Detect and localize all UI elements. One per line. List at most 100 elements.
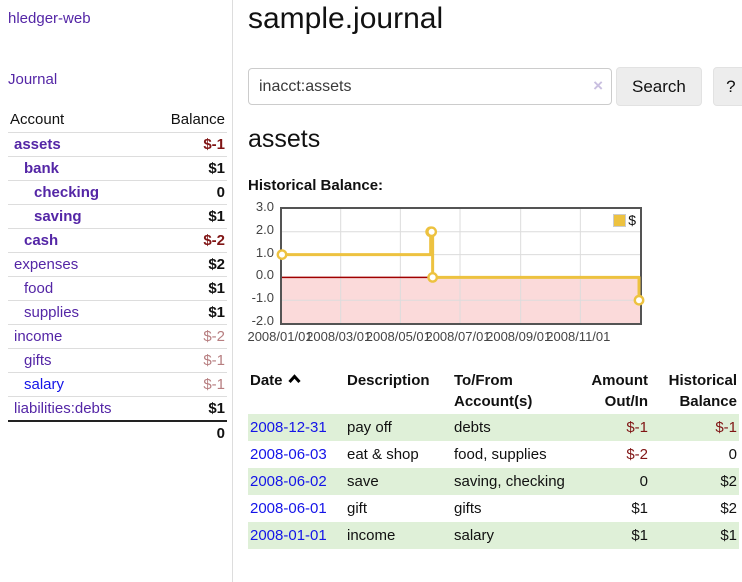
account-balance: $2 xyxy=(149,252,227,277)
transaction-date-link[interactable]: 2008-06-02 xyxy=(250,473,327,490)
transaction-balance: $-1 xyxy=(650,414,739,441)
register-table: Date Description To/From Account(s) Amou… xyxy=(248,368,739,549)
chart-y-axis: 3.0 2.0 1.0 0.0 -1.0 -2.0 xyxy=(251,199,274,328)
account-balance: $1 xyxy=(149,300,227,325)
transaction-date-link[interactable]: 2008-06-01 xyxy=(250,500,327,517)
account-row: salary $-1 xyxy=(8,372,227,397)
account-link-salary[interactable]: salary xyxy=(24,376,65,393)
account-row: food $1 xyxy=(8,276,227,301)
search-button[interactable]: Search xyxy=(616,67,702,106)
account-row: supplies $1 xyxy=(8,300,227,325)
account-link-income[interactable]: income xyxy=(14,328,63,345)
transaction-accounts: debts xyxy=(452,414,580,441)
clear-search-icon[interactable]: × xyxy=(593,76,603,95)
transaction-accounts: food, supplies xyxy=(454,446,547,463)
transaction-description: gift xyxy=(347,500,368,517)
balance-column-header: Balance xyxy=(170,111,225,128)
balance-column-header: Historical Balance xyxy=(668,372,737,410)
account-row: income $-2 xyxy=(8,324,227,349)
account-balance: $1 xyxy=(149,204,227,229)
search-form: × Search ? xyxy=(248,67,742,106)
transaction-row: 2008-06-02 save saving, checking 0 $2 xyxy=(248,468,739,495)
account-row: saving $1 xyxy=(8,204,227,229)
account-row: checking 0 xyxy=(8,180,227,205)
account-title: assets xyxy=(248,125,321,153)
accounts-table: Account Balance assets $-1 bank $1 check… xyxy=(8,109,227,445)
accounts-column-header: To/From Account(s) xyxy=(454,372,533,410)
account-balance: $-1 xyxy=(149,372,227,397)
search-input[interactable] xyxy=(248,68,612,105)
account-balance: $1 xyxy=(149,156,227,181)
accounts-total-row: 0 xyxy=(8,420,227,445)
transaction-description: income xyxy=(345,522,452,549)
transaction-row: 2008-12-31 pay off debts $-1 $-1 xyxy=(248,414,739,441)
legend-label: $ xyxy=(628,212,636,228)
account-row: expenses $2 xyxy=(8,252,227,277)
account-balance: $-1 xyxy=(149,348,227,373)
transaction-balance: $2 xyxy=(720,500,737,517)
sort-ascending-icon xyxy=(287,374,301,384)
transaction-balance: 0 xyxy=(728,446,737,463)
account-row: gifts $-1 xyxy=(8,348,227,373)
transaction-accounts: gifts xyxy=(454,500,482,517)
help-button[interactable]: ? xyxy=(712,67,742,106)
account-balance: $1 xyxy=(149,276,227,301)
account-link-bank[interactable]: bank xyxy=(24,160,60,177)
legend-swatch-icon xyxy=(613,213,627,227)
amount-column-header: Amount Out/In xyxy=(591,372,648,410)
account-balance: 0 xyxy=(149,180,227,205)
sidebar: hledger-web Journal Account Balance asse… xyxy=(0,0,233,582)
account-link-food[interactable]: food xyxy=(24,280,54,297)
brand-link[interactable]: hledger-web xyxy=(8,10,91,27)
register-header-row: Date Description To/From Account(s) Amou… xyxy=(248,368,739,414)
account-balance: $-2 xyxy=(149,228,227,253)
account-link-liabilities-debts[interactable]: liabilities:debts xyxy=(14,400,112,417)
account-row: liabilities:debts $1 xyxy=(8,396,227,421)
account-link-gifts[interactable]: gifts xyxy=(24,352,52,369)
sidebar-item-journal[interactable]: Journal xyxy=(8,71,58,88)
transaction-amount: $1 xyxy=(580,522,650,549)
transaction-row: 2008-06-01 gift gifts $1 $2 xyxy=(248,495,739,522)
historical-balance-chart: 3.0 2.0 1.0 0.0 -1.0 -2.0 $ 2008/01/01 2008/03… xyxy=(247,199,742,347)
account-link-checking[interactable]: checking xyxy=(34,184,100,201)
account-link-expenses[interactable]: expenses xyxy=(14,256,79,273)
account-column-header: Account xyxy=(10,111,65,128)
main-content: sample.journal × Search ? assets Histori… xyxy=(233,0,742,582)
transaction-accounts: saving, checking xyxy=(452,468,580,495)
transaction-amount: $1 xyxy=(631,500,648,517)
transaction-accounts: salary xyxy=(452,522,580,549)
account-link-supplies[interactable]: supplies xyxy=(24,304,80,321)
account-row: cash $-2 xyxy=(8,228,227,253)
description-column-header: Description xyxy=(347,372,430,389)
account-link-cash[interactable]: cash xyxy=(24,232,59,249)
transaction-amount: $-2 xyxy=(626,446,648,463)
transaction-description: pay off xyxy=(345,414,452,441)
transaction-date-link[interactable]: 2008-06-03 xyxy=(250,446,327,463)
chart-section-label: Historical Balance: xyxy=(248,177,384,194)
transaction-amount: 0 xyxy=(580,468,650,495)
chart-plot-area: $ xyxy=(276,207,645,325)
transaction-row: 2008-01-01 income salary $1 $1 xyxy=(248,522,739,549)
transaction-balance: $2 xyxy=(650,468,739,495)
transaction-date-link[interactable]: 2008-01-01 xyxy=(250,527,327,544)
accounts-header-row: Account Balance xyxy=(8,109,227,133)
page-title: sample.journal xyxy=(248,2,444,35)
date-column-header: Date xyxy=(248,368,345,414)
transaction-description: save xyxy=(345,468,452,495)
account-balance: $1 xyxy=(149,396,227,421)
account-balance: $-1 xyxy=(149,132,227,157)
transaction-balance: $1 xyxy=(650,522,739,549)
account-row: assets $-1 xyxy=(8,132,227,157)
transaction-amount: $-1 xyxy=(580,414,650,441)
balance-line-series xyxy=(276,209,645,323)
account-balance: $-2 xyxy=(149,324,227,349)
accounts-total-balance: 0 xyxy=(149,420,227,445)
transaction-date-link[interactable]: 2008-12-31 xyxy=(250,419,327,436)
transaction-description: eat & shop xyxy=(347,446,419,463)
chart-x-axis: 2008/01/01 2008/03/01 2008/05/01 2008/07/01… xyxy=(247,329,611,344)
account-link-saving[interactable]: saving xyxy=(34,208,82,225)
account-row: bank $1 xyxy=(8,156,227,181)
chart-legend: $ xyxy=(613,212,636,228)
account-link-assets[interactable]: assets xyxy=(14,136,61,153)
